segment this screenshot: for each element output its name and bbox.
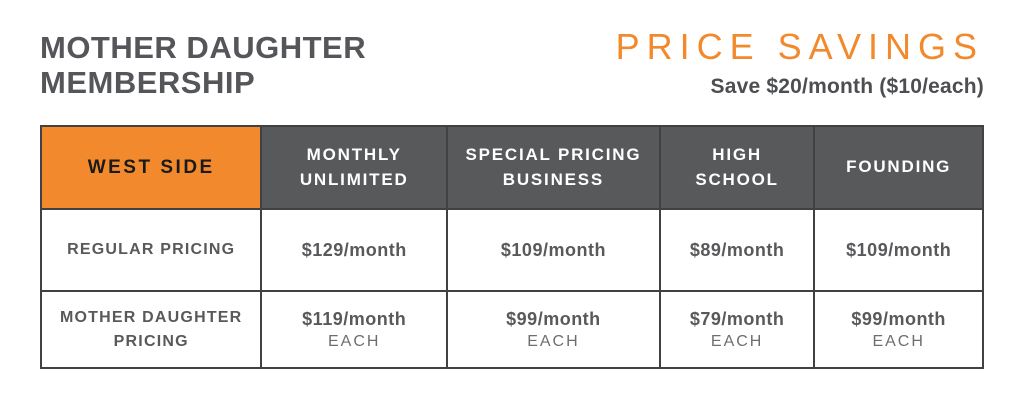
price-value: $99/month (851, 308, 946, 329)
column-header-line: SCHOOL (695, 169, 779, 189)
price-value: $119/month (302, 308, 407, 329)
price-value: $79/month (689, 308, 785, 329)
price-value: $99/month (506, 308, 601, 329)
row-label-mother-daughter-pricing: MOTHER DAUGHTER PRICING (39, 290, 263, 369)
page-title-line-1: MOTHER DAUGHTER (40, 30, 367, 65)
page-title-line-2: MEMBERSHIP (40, 65, 256, 101)
price-cell: $79/month EACH (658, 290, 816, 369)
each-label: EACH (327, 332, 381, 350)
column-header-monthly-unlimited: MONTHLY UNLIMITED (260, 125, 448, 210)
row-label-line: PRICING (113, 332, 189, 350)
price-cell: $109/month (813, 208, 984, 292)
price-cell: $99/month EACH (813, 290, 984, 369)
price-value: $109/month (846, 239, 952, 260)
column-header-line: HIGH (712, 144, 762, 164)
page-title: MOTHER DAUGHTER MEMBERSHIP (40, 30, 366, 101)
column-header-founding: FOUNDING (813, 125, 984, 210)
corner-cell-west-side: WEST SIDE (39, 125, 263, 210)
column-header-line: BUSINESS (502, 169, 605, 189)
price-cell: $129/month (260, 208, 448, 292)
table-row-mother-daughter-pricing: MOTHER DAUGHTER PRICING $119/month EACH … (39, 290, 984, 369)
savings-block: PRICE SAVINGS Save $20/month ($10/each) (616, 26, 984, 99)
price-value: $89/month (689, 239, 785, 260)
each-label: EACH (527, 332, 580, 350)
savings-title: PRICE SAVINGS (615, 26, 984, 67)
column-header-line: FOUNDING (846, 157, 952, 177)
column-header-line: UNLIMITED (299, 169, 409, 189)
each-label: EACH (872, 332, 925, 350)
price-cell: $119/month EACH (260, 290, 448, 369)
savings-subtitle: Save $20/month ($10/each) (710, 75, 984, 98)
table-header-row: WEST SIDE MONTHLY UNLIMITED SPECIAL PRIC… (39, 125, 984, 210)
row-label-line: REGULAR PRICING (67, 241, 236, 258)
table-row-regular-pricing: REGULAR PRICING $129/month $109/month $8… (39, 208, 984, 292)
price-cell: $99/month EACH (445, 290, 661, 369)
price-value: $129/month (301, 239, 407, 260)
price-value: $109/month (500, 239, 606, 260)
price-cell: $89/month (658, 208, 816, 292)
row-label-line: MOTHER DAUGHTER (59, 308, 243, 326)
column-header-line: SPECIAL PRICING (465, 144, 642, 164)
column-header-line: MONTHLY (306, 144, 402, 164)
pricing-table: WEST SIDE MONTHLY UNLIMITED SPECIAL PRIC… (39, 125, 984, 369)
column-header-high-school: HIGH SCHOOL (658, 125, 816, 210)
price-cell: $109/month (445, 208, 661, 292)
column-header-special-pricing-business: SPECIAL PRICING BUSINESS (445, 125, 661, 210)
row-label-regular-pricing: REGULAR PRICING (39, 208, 263, 292)
each-label: EACH (710, 332, 764, 350)
